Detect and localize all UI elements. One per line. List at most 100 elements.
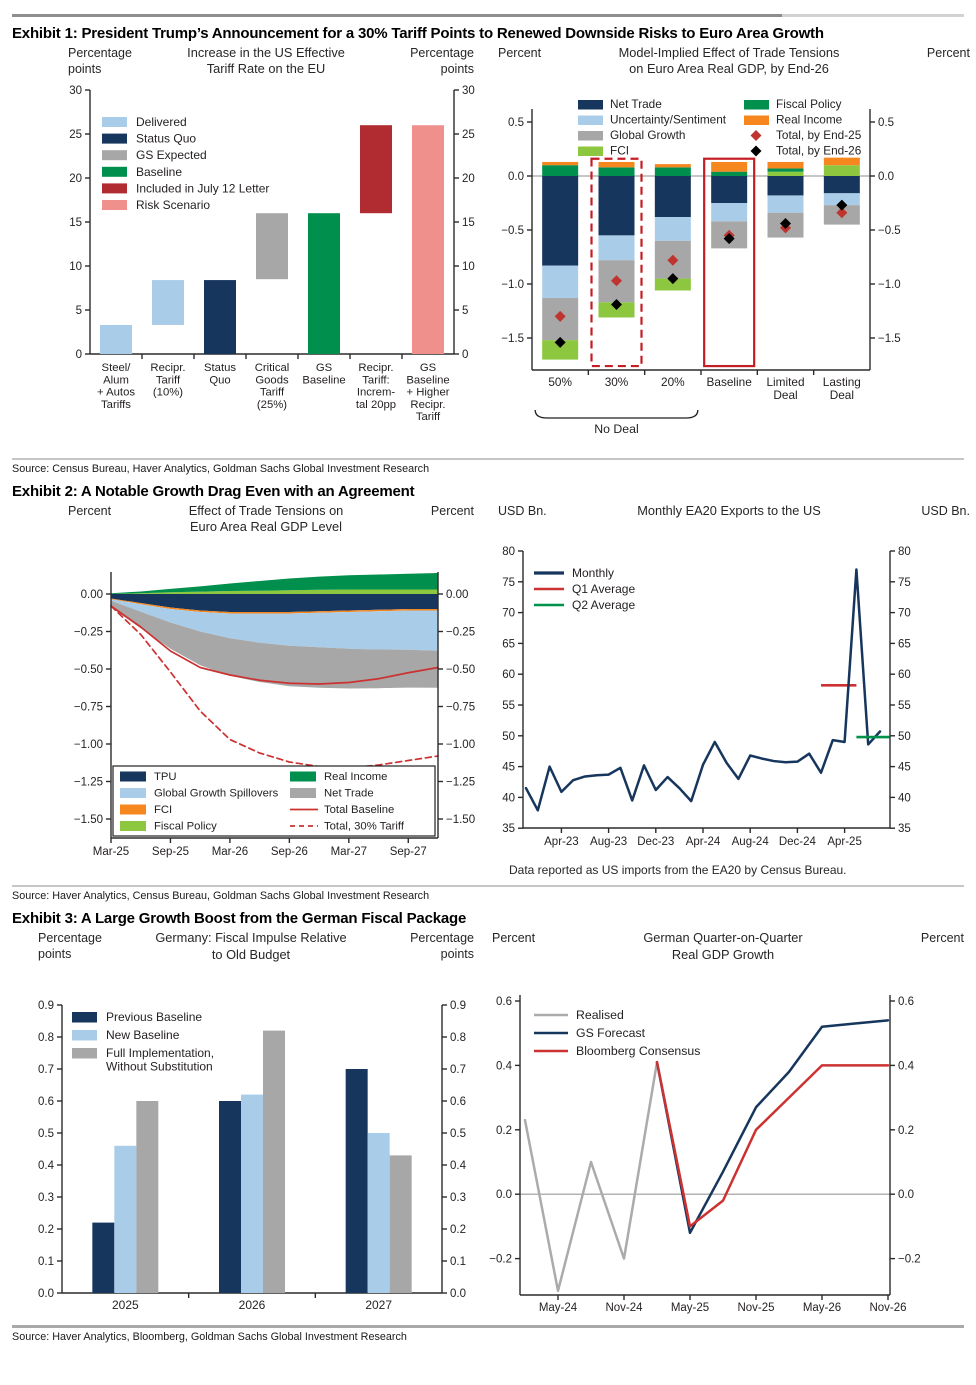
svg-text:10: 10 (462, 261, 475, 273)
chart-header: Percent German Quarter-on-Quarter Real G… (480, 930, 966, 963)
svg-text:25: 25 (462, 129, 475, 141)
svg-text:55: 55 (898, 700, 911, 712)
svg-text:0.5: 0.5 (450, 1128, 466, 1140)
ea20-exports-chart: 80 80 75 75 70 70 65 65 60 60 55 55 50 50 45 45 40 40 35 35… (502, 546, 911, 848)
svg-text:Total, by End-25: Total, by End-25 (776, 128, 862, 142)
svg-text:Baseline: Baseline (707, 375, 753, 389)
exhibit-3-charts-row: Percentage points Germany: Fiscal Impuls… (0, 930, 976, 1319)
svg-text:0.2: 0.2 (898, 1125, 914, 1137)
svg-text:−0.5: −0.5 (878, 225, 901, 237)
svg-text:Risk Scenario: Risk Scenario (136, 198, 210, 212)
svg-text:−0.50: −0.50 (446, 664, 475, 676)
svg-text:−1.0: −1.0 (501, 279, 524, 291)
svg-text:Mar-26: Mar-26 (212, 846, 248, 858)
axis-unit-left: Percentage points (38, 931, 102, 962)
svg-text:−0.50: −0.50 (74, 664, 103, 676)
top-divider (12, 14, 964, 17)
svg-text:0.2: 0.2 (450, 1224, 466, 1236)
axis-unit-right: Percent (430, 503, 474, 518)
svg-text:0.00: 0.00 (81, 589, 103, 601)
svg-text:80: 80 (898, 546, 911, 558)
svg-text:0.4: 0.4 (496, 1060, 513, 1072)
svg-text:Nov-26: Nov-26 (869, 1302, 906, 1314)
chart-title: Increase in the US Effective Tariff Rate… (187, 45, 345, 77)
svg-text:0.0: 0.0 (38, 1288, 54, 1300)
svg-text:0.5: 0.5 (38, 1128, 54, 1140)
svg-text:0.0: 0.0 (878, 171, 894, 183)
svg-text:Full Implementation,Without Su: Full Implementation, Without Substitution (106, 1046, 214, 1074)
svg-text:0.0: 0.0 (496, 1189, 512, 1201)
svg-text:−0.2: −0.2 (898, 1253, 921, 1265)
chart-title: German Quarter-on-Quarter Real GDP Growt… (643, 930, 803, 962)
svg-text:35: 35 (898, 823, 911, 835)
exhibit-1-charts-row: Percentage points Increase in the US Eff… (0, 45, 976, 450)
svg-text:−1.50: −1.50 (74, 814, 103, 826)
fiscal-impulse-chart: 0.0 0.0 0.1 0.1 0.2 0.2 0.3 0.3 0.4 0.4 0.5 0.5 0.6 0… (38, 1000, 467, 1312)
chart-title: Germany: Fiscal Impulse Relative to Old … (155, 930, 347, 962)
svg-text:0.0: 0.0 (898, 1189, 914, 1201)
svg-text:−0.75: −0.75 (446, 701, 475, 713)
svg-text:30: 30 (69, 85, 82, 97)
svg-text:15: 15 (462, 217, 475, 229)
svg-text:Global Growth Spillovers: Global Growth Spillovers (154, 787, 279, 799)
svg-text:0.5: 0.5 (878, 117, 894, 129)
svg-text:Mar-25: Mar-25 (93, 846, 129, 858)
svg-text:Total, by End-26: Total, by End-26 (776, 143, 862, 157)
svg-text:Aug-23: Aug-23 (590, 836, 627, 848)
svg-text:Delivered: Delivered (136, 115, 187, 129)
svg-text:0.4: 0.4 (38, 1160, 55, 1172)
exhibit-3-title: Exhibit 3: A Large Growth Boost from the… (12, 910, 467, 928)
svg-text:0: 0 (76, 349, 82, 361)
tariff-waterfall-panel: Percentage points Increase in the US Eff… (56, 45, 476, 432)
svg-text:Q2 Average: Q2 Average (572, 598, 635, 612)
svg-text:Real Income: Real Income (776, 112, 843, 126)
svg-text:20%: 20% (661, 375, 685, 389)
svg-text:5: 5 (76, 305, 82, 317)
svg-text:30: 30 (462, 85, 475, 97)
svg-text:Nov-25: Nov-25 (737, 1302, 774, 1314)
svg-text:50: 50 (898, 731, 911, 743)
svg-text:10: 10 (69, 261, 82, 273)
axis-unit-left: USD Bn. (498, 503, 547, 518)
svg-text:Mar-27: Mar-27 (331, 846, 367, 858)
svg-text:0.6: 0.6 (496, 996, 512, 1008)
axis-unit-right: USD Bn. (921, 503, 970, 518)
svg-text:0.2: 0.2 (38, 1224, 54, 1236)
svg-text:0.9: 0.9 (450, 1000, 466, 1012)
svg-text:−1.5: −1.5 (501, 333, 524, 345)
svg-text:Baseline: Baseline (136, 165, 182, 179)
svg-text:0.1: 0.1 (450, 1256, 466, 1268)
axis-unit-right: Percentage points (410, 46, 474, 76)
svg-text:Monthly: Monthly (572, 566, 614, 580)
svg-text:May-25: May-25 (671, 1302, 709, 1314)
divider (12, 885, 964, 888)
svg-text:0.6: 0.6 (898, 996, 914, 1008)
svg-text:Total Baseline: Total Baseline (324, 804, 394, 816)
source-note: Source: Haver Analytics, Bloomberg, Gold… (12, 1330, 407, 1343)
svg-text:GS Expected: GS Expected (136, 148, 207, 162)
svg-text:−0.5: −0.5 (501, 225, 524, 237)
svg-text:2027: 2027 (365, 1298, 392, 1312)
svg-text:0.7: 0.7 (38, 1064, 54, 1076)
exhibit-2-charts-row: Percent Effect of Trade Tensions on Euro… (0, 503, 976, 877)
svg-text:0.1: 0.1 (38, 1256, 54, 1268)
svg-text:0.0: 0.0 (450, 1288, 466, 1300)
axis-unit-left: Percent (492, 931, 536, 946)
svg-text:75: 75 (898, 577, 911, 589)
ea20-exports-panel: USD Bn. Monthly EA20 Exports to the US U… (486, 503, 972, 877)
svg-text:−0.25: −0.25 (446, 626, 475, 638)
svg-text:0.4: 0.4 (898, 1060, 915, 1072)
svg-text:−0.25: −0.25 (74, 626, 103, 638)
svg-text:2025: 2025 (112, 1298, 139, 1312)
german-gdp-chart: 0.6 0.6 0.4 0.4 0.2 0.2 0.0 0.0 −0.2 −0.2 May-24 No… (489, 994, 921, 1314)
svg-text:−1.00: −1.00 (446, 739, 475, 751)
axis-unit-right: Percent (920, 931, 964, 946)
gdp-effect-stacked-panel: Percent Model-Implied Effect of Trade Te… (486, 45, 972, 450)
svg-text:60: 60 (502, 669, 515, 681)
exhibit-1-title: Exhibit 1: President Trump’s Announcemen… (12, 25, 824, 42)
svg-text:−1.50: −1.50 (446, 814, 475, 826)
svg-text:45: 45 (898, 762, 911, 774)
